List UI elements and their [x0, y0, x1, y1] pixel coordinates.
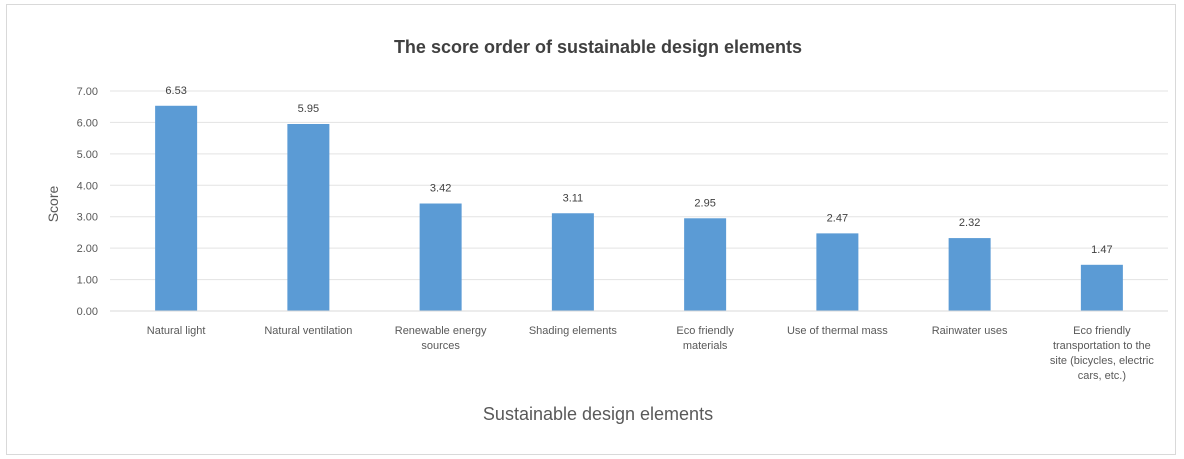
y-tick-label: 1.00: [77, 275, 98, 287]
data-labels: 6.53 5.95 3.42 3.11 2.95 2.47 2.32 1.47: [165, 85, 1112, 256]
category-label: Shading elements: [529, 325, 618, 337]
data-label: 3.42: [430, 183, 451, 195]
data-label: 2.32: [959, 217, 980, 229]
y-axis-title: Score: [45, 186, 61, 223]
bar: [684, 218, 727, 311]
category-label: Renewable energy sources: [395, 325, 487, 352]
bar: [948, 238, 991, 311]
y-tick-label: 7.00: [77, 86, 98, 98]
y-tick-label: 5.00: [77, 149, 98, 161]
bars: [155, 105, 1123, 312]
y-tick-label: 3.00: [77, 212, 98, 224]
bar: [419, 203, 462, 311]
category-label: Eco friendly materials: [676, 325, 734, 352]
x-axis-title: Sustainable design elements: [483, 404, 713, 424]
category-label: Use of thermal mass: [787, 325, 888, 337]
bar: [287, 124, 330, 311]
bar: [1080, 264, 1123, 311]
data-label: 3.11: [563, 192, 584, 204]
y-tick-label: 0.00: [77, 306, 98, 318]
gridlines: [110, 90, 1168, 281]
bar: [155, 105, 198, 312]
data-label: 6.53: [165, 85, 186, 97]
data-label: 2.47: [827, 212, 848, 224]
y-tick-label: 2.00: [77, 243, 98, 255]
category-labels: Natural light Natural ventilation Renewabl…: [147, 325, 1155, 382]
category-label: Eco friendly transportation to the site (b…: [1050, 325, 1154, 382]
data-label: 2.95: [694, 197, 715, 209]
data-label: 1.47: [1091, 244, 1112, 256]
bar: [816, 233, 859, 311]
chart-title: The score order of sustainable design el…: [394, 37, 802, 57]
y-tick-label: 6.00: [77, 117, 98, 129]
category-label: Rainwater uses: [932, 325, 1008, 337]
y-tick-label: 4.00: [77, 180, 98, 192]
category-label: Natural ventilation: [264, 325, 352, 337]
bar: [551, 213, 594, 311]
y-axis-ticks: 0.00 1.00 2.00 3.00 4.00 5.00 6.00 7.00: [77, 86, 98, 318]
data-label: 5.95: [298, 103, 319, 115]
category-label: Natural light: [147, 325, 206, 337]
